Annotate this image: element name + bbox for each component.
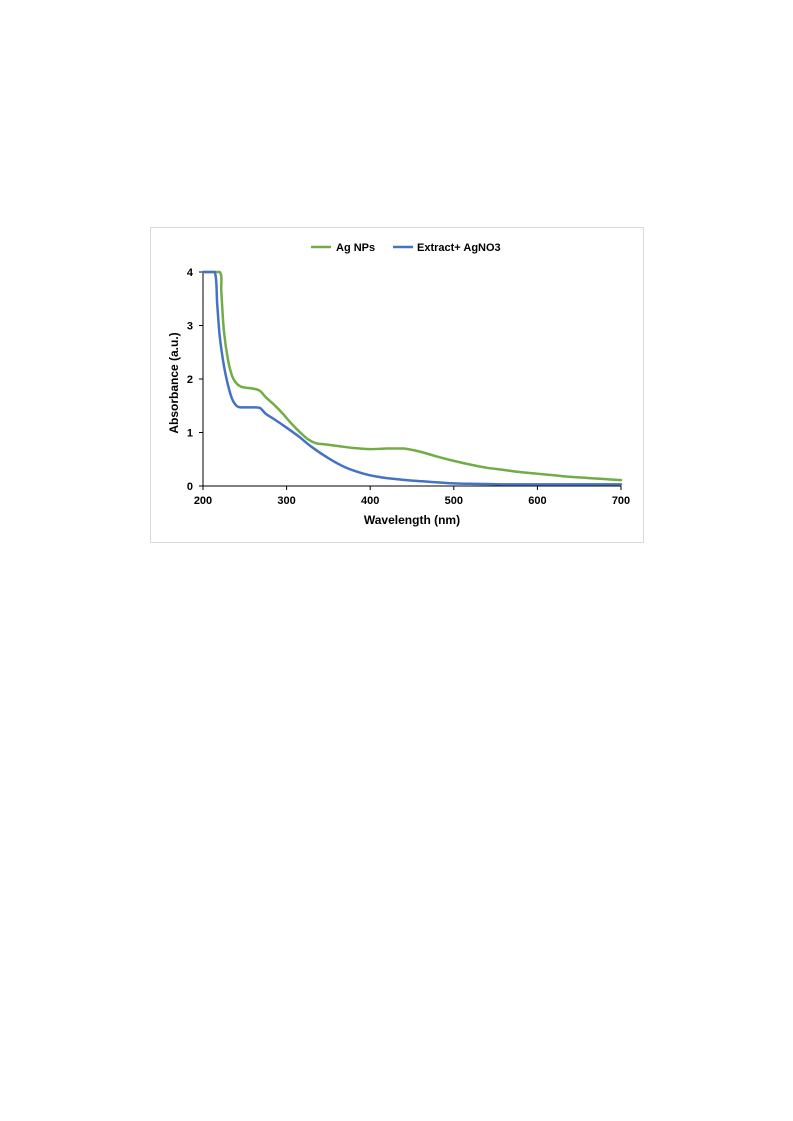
y-tick-label: 3 [187,321,193,333]
legend: Ag NPs Extract+ AgNO3 [311,242,501,254]
chart-frame: Ag NPs Extract+ AgNO3 200 300 400 500 600 700… [150,227,644,543]
x-tick-label: 500 [445,495,463,507]
legend-label-extract-agno3: Extract+ AgNO3 [417,242,501,254]
x-tick-label: 600 [528,495,546,507]
x-tick-label: 700 [612,495,630,507]
y-tick-label: 0 [187,481,193,493]
series-layer [201,270,623,486]
legend-label-ag-nps: Ag NPs [336,242,375,254]
y-tick-label: 1 [187,428,193,440]
x-tick-label: 400 [361,495,379,507]
y-axis-title: Absorbance (a.u.) [167,332,181,433]
y-tick-label: 2 [187,374,193,386]
series-line-extract-agno3 [201,270,623,486]
y-tick-label: 4 [187,267,194,279]
series-line-ag-nps [201,270,623,482]
x-tick-label: 300 [277,495,295,507]
absorbance-chart: Ag NPs Extract+ AgNO3 200 300 400 500 600 700… [167,242,630,527]
x-axis-title: Wavelength (nm) [364,513,460,527]
x-tick-label: 200 [194,495,212,507]
axes: 200 300 400 500 600 700 0 1 2 3 4 [187,267,630,507]
